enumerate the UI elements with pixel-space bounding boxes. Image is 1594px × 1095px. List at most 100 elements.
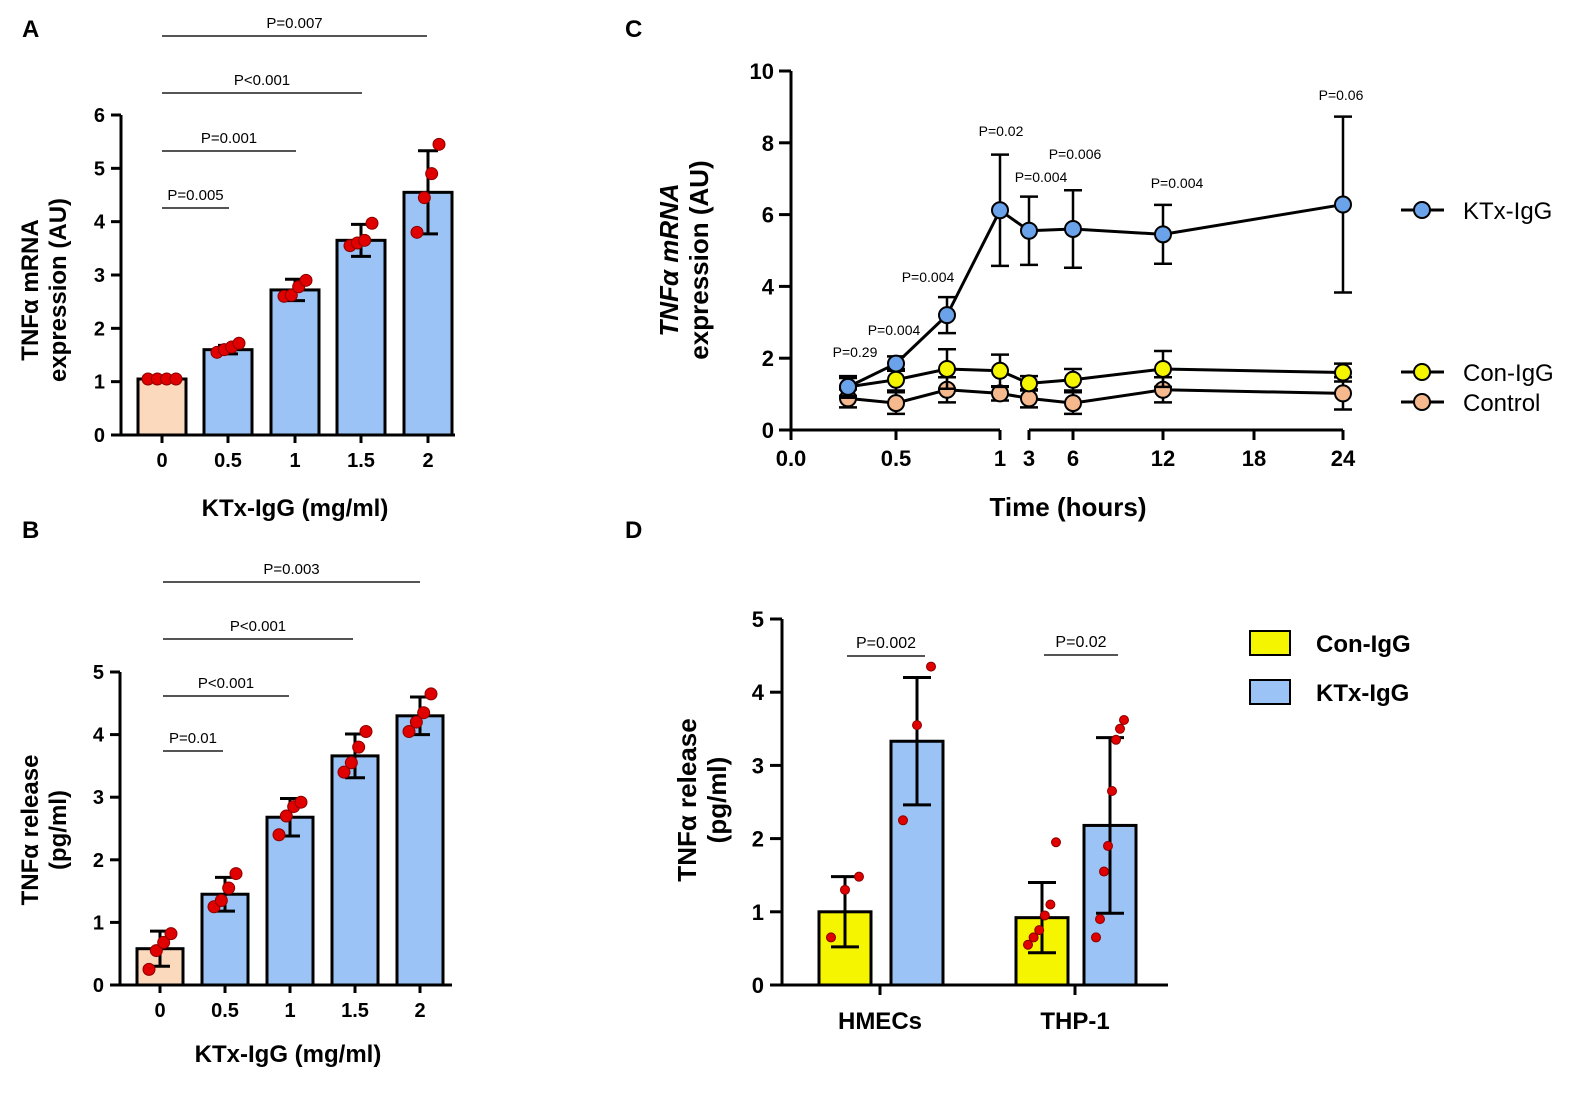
p-value-label: P=0.06 (1319, 87, 1364, 103)
series-line-KTx-IgG (847, 209, 1002, 389)
data-point (854, 871, 864, 882)
data-point (1023, 939, 1033, 950)
y-tick-label: 2 (93, 850, 104, 872)
data-marker-KTx-IgG (1020, 221, 1038, 240)
y-tick-label: 3 (94, 265, 105, 287)
y-tick-label: 1 (752, 900, 764, 925)
series-line-Control (847, 388, 1001, 405)
x-tick-label: 12 (1151, 446, 1175, 471)
y-tick-label: 5 (93, 662, 104, 684)
data-point (284, 288, 298, 302)
data-marker-Con-IgG (1154, 359, 1172, 378)
legend-swatch (1249, 630, 1291, 656)
legend-marker (1413, 363, 1431, 381)
data-point (926, 661, 936, 672)
data-point (402, 724, 416, 738)
bar (395, 714, 445, 987)
series-line-Con-IgG (847, 367, 1001, 389)
p-value-label: P=0.006 (1049, 146, 1102, 162)
y-tick-label: 1 (93, 912, 104, 934)
data-point (142, 962, 156, 976)
panel-b-letter: B (22, 517, 39, 544)
data-point (898, 815, 908, 826)
x-tick-label: 0 (156, 450, 167, 472)
x-tick-label: 0 (154, 1000, 165, 1022)
data-point (424, 687, 438, 701)
data-marker-KTx-IgG (1154, 225, 1172, 244)
data-marker-Con-IgG (991, 361, 1009, 380)
legend-swatch (1249, 679, 1291, 705)
data-point (352, 740, 366, 754)
p-value-label: P<0.001 (198, 675, 254, 692)
panel-b-ylabel-line2: (pg/ml) (45, 790, 72, 870)
panel-a-xlabel: KTx-IgG (mg/ml) (202, 495, 389, 522)
panel-c-ylabel-line1-text: TNFα mRNA (654, 183, 684, 336)
panel-c-letter: C (625, 16, 642, 43)
panel-d-ylabel-line1: TNFα release (672, 718, 702, 881)
data-marker-Control (1334, 384, 1352, 403)
y-tick-label: 4 (762, 274, 775, 299)
panel-d-letter: D (625, 517, 642, 544)
panel-a-ylabel-line1: TNFα mRNA (17, 219, 44, 360)
data-marker-Control (1064, 394, 1082, 413)
bar-KTx-IgG (889, 739, 945, 987)
data-point (294, 795, 308, 809)
legend-label: Con-IgG (1463, 360, 1554, 387)
y-tick-label: 4 (93, 725, 105, 747)
data-marker-KTx-IgG (1334, 195, 1352, 214)
y-tick-label: 4 (94, 212, 106, 234)
data-marker-Con-IgG (938, 359, 956, 378)
data-marker-Control (1020, 389, 1038, 408)
x-tick-label: 2 (422, 450, 433, 472)
x-tick-label: 1.5 (341, 1000, 369, 1022)
data-marker-Con-IgG (887, 370, 905, 389)
data-point (1095, 914, 1105, 925)
data-point (157, 935, 171, 949)
y-tick-label: 6 (94, 105, 105, 127)
panel-b-ylabel-line1: TNFα release (17, 755, 44, 906)
data-marker-KTx-IgG (938, 306, 956, 325)
series-line-KTx-IgG (999, 203, 1344, 236)
data-point (358, 233, 372, 247)
panel-d-plot: 0 1 2 3 4 5 HMECs THP-1 P=0.002 P=0.02 Con-IgG KTx-… (752, 607, 1411, 1035)
panel-d-ylabel-line2: (pg/ml) (702, 757, 732, 844)
y-tick-label: 2 (94, 318, 105, 340)
y-tick-label: 5 (94, 158, 105, 180)
data-point (409, 715, 423, 729)
bar (265, 815, 315, 987)
legend-label: Control (1463, 390, 1540, 417)
data-marker-Control (887, 394, 905, 413)
data-point (1099, 866, 1109, 877)
p-value-label: P<0.001 (230, 618, 286, 635)
data-point (1107, 786, 1117, 797)
data-point (912, 720, 922, 731)
p-value-label: P=0.005 (167, 187, 223, 204)
x-tick-label: 2 (414, 1000, 425, 1022)
data-point (299, 273, 313, 287)
legend-label: KTx-IgG (1463, 198, 1552, 225)
x-tick-label: HMECs (838, 1008, 922, 1035)
panel-a-letter: A (22, 16, 39, 43)
data-point (272, 828, 286, 842)
data-point (826, 932, 836, 943)
p-value-label: P=0.02 (979, 123, 1024, 139)
y-tick-label: 2 (752, 827, 764, 852)
p-value-label: P<0.001 (234, 72, 290, 89)
y-tick-label: 0 (93, 975, 104, 997)
bar (202, 348, 254, 437)
data-point (1111, 734, 1121, 745)
data-point (214, 893, 228, 907)
data-point (164, 927, 178, 941)
p-value-label: P=0.29 (833, 344, 878, 360)
data-point (365, 216, 379, 230)
data-marker-KTx-IgG (1064, 219, 1082, 238)
data-point (840, 884, 850, 895)
data-point (425, 167, 439, 181)
data-marker-KTx-IgG (991, 201, 1009, 220)
x-tick-label: 0.5 (211, 1000, 239, 1022)
data-point (1103, 840, 1113, 851)
p-value-label: P=0.001 (201, 130, 257, 147)
y-tick-label: 10 (750, 59, 774, 84)
panel-c-ylabel-line2: expression (AU) (684, 160, 714, 359)
data-point (1045, 899, 1056, 910)
